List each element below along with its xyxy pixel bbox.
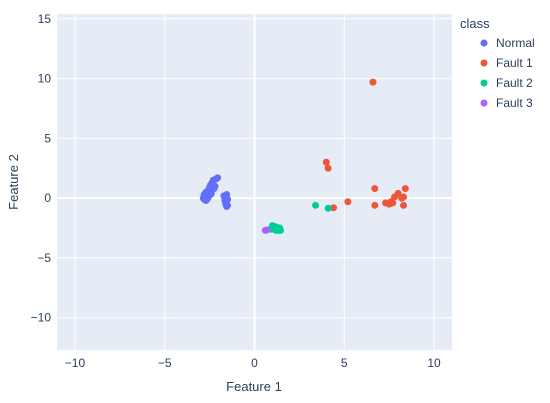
data-point [263,226,271,234]
data-point [344,198,352,206]
zero-lines [57,14,452,350]
x-tick-label: −5 [158,356,172,370]
y-tick-label: 5 [44,131,51,145]
legend-item-label: Fault 1 [496,56,533,70]
data-point [371,185,379,193]
legend-title: class [460,16,490,31]
x-tick-label: 5 [341,356,348,370]
data-point [394,189,402,197]
y-axis-title: Feature 2 [6,154,21,210]
data-point [207,191,215,199]
legend: class Normal Fault 1 Fault 2 Fault 3 [460,16,535,110]
x-tick-label: 0 [251,356,258,370]
data-point [211,182,219,190]
x-axis-title: Feature 1 [226,379,282,394]
data-point [387,198,395,206]
y-tick-labels: −10 −5 0 5 10 15 [31,12,52,325]
data-point [371,201,379,209]
x-tick-label: 10 [427,356,441,370]
data-point [369,78,377,86]
legend-item-label: Normal [496,36,535,50]
legend-marker [480,59,488,67]
data-point [401,185,409,193]
legend-marker [480,39,488,47]
data-point [322,158,330,166]
data-points [199,78,409,234]
legend-item-label: Fault 2 [496,76,533,90]
y-tick-label: −5 [37,251,51,265]
y-tick-label: 10 [38,72,52,86]
data-point [324,164,332,172]
data-point [330,204,337,212]
data-point [400,193,408,201]
data-point [312,201,320,209]
y-tick-label: −10 [31,311,52,325]
data-point [221,197,229,205]
x-tick-label: −10 [65,356,86,370]
data-point [214,174,222,182]
data-point [400,201,408,209]
y-tick-label: 15 [38,12,52,26]
data-point [324,204,332,212]
y-tick-label: 0 [44,191,51,205]
legend-marker [480,99,488,107]
x-tick-labels: −10 −5 0 5 10 [65,356,441,370]
data-point [272,226,280,234]
data-point [200,195,208,203]
legend-marker [480,79,488,87]
legend-item-label: Fault 3 [496,96,533,110]
